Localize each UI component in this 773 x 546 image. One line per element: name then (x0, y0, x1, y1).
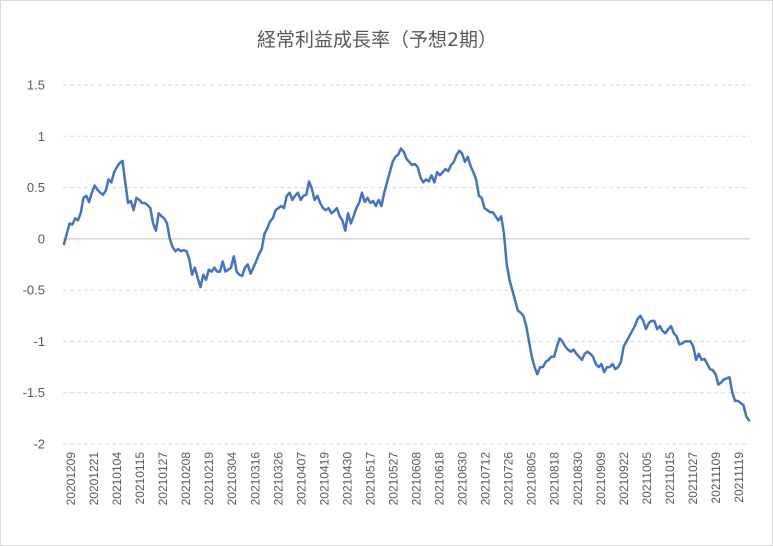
x-tick-label: 20210127 (156, 452, 170, 506)
series-layer (62, 147, 751, 422)
y-axis-ticks: 1.5 1 0.5 0 -0.5 -1 -1.5 -2 (23, 78, 45, 452)
x-tick-label: 20210407 (294, 452, 308, 506)
x-tick-label: 20210726 (502, 452, 516, 506)
x-tick-label: 20210326 (271, 452, 285, 506)
x-tick-label: 20210304 (225, 452, 239, 506)
x-tick-label: 20210818 (548, 452, 562, 506)
x-tick-label: 20201209 (64, 452, 78, 506)
y-tick-label: 0 (38, 231, 45, 246)
y-tick-label: 1 (38, 129, 45, 144)
x-tick-label: 20210316 (248, 452, 262, 506)
x-tick-label: 20210608 (410, 452, 424, 506)
y-tick-label: 1.5 (27, 78, 45, 93)
x-tick-label: 20201221 (87, 452, 101, 506)
y-tick-label: -0.5 (23, 283, 45, 298)
y-tick-label: -2 (33, 437, 45, 452)
x-tick-label: 20210419 (317, 452, 331, 506)
x-tick-label: 20210922 (617, 452, 631, 506)
gridlines (63, 84, 750, 445)
x-tick-label: 20210527 (386, 452, 400, 506)
x-tick-label: 20210830 (571, 452, 585, 506)
y-tick-label: -1 (33, 334, 45, 349)
series-line (62, 147, 751, 422)
x-tick-label: 20211109 (709, 452, 723, 504)
x-axis-ticks: 20201209 20201221 20210104 20210115 20210127… (64, 452, 746, 506)
x-tick-label: 20210909 (594, 452, 608, 506)
y-tick-label: -1.5 (23, 385, 45, 400)
x-tick-label: 20210618 (433, 452, 447, 506)
x-tick-label: 20210430 (340, 452, 354, 506)
x-tick-label: 20211119 (732, 452, 746, 503)
chart-title: 経常利益成長率（予想2期） (257, 29, 497, 51)
x-tick-label: 20210805 (525, 452, 539, 506)
x-tick-label: 20210630 (456, 452, 470, 506)
x-tick-label: 20210517 (363, 452, 377, 506)
x-tick-label: 20210219 (202, 452, 216, 506)
x-tick-label: 20210115 (133, 452, 147, 505)
x-tick-label: 20211015 (663, 452, 677, 505)
x-tick-label: 20211005 (640, 452, 654, 505)
x-tick-label: 20210104 (110, 452, 124, 506)
x-tick-label: 20210208 (179, 452, 193, 506)
x-tick-label: 20211027 (686, 452, 700, 505)
x-tick-label: 20210712 (479, 452, 493, 506)
y-tick-label: 0.5 (27, 180, 45, 195)
